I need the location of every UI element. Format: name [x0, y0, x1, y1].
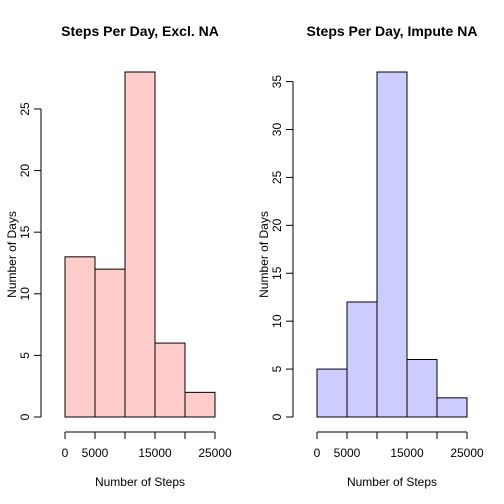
histogram-bar [436, 397, 468, 418]
y-tick-label: 30 [270, 123, 284, 137]
x-tick-label: 25000 [450, 446, 484, 460]
y-tick-label: 5 [270, 365, 284, 372]
histogram-bar [406, 359, 438, 418]
x-tick-label: 5000 [82, 446, 109, 460]
y-axis: 0 5 10 15 20 25 30 35 [270, 75, 294, 420]
histogram-bar [346, 301, 378, 418]
bars [64, 71, 216, 418]
x-tick-label: 0 [314, 446, 321, 460]
histogram-excl-na-panel: Steps Per Day, Excl. NA Number of Steps … [5, 23, 232, 489]
chart-title: Steps Per Day, Impute NA [307, 23, 478, 39]
x-tick-label: 0 [62, 446, 69, 460]
bars [316, 71, 468, 418]
y-tick-label: 20 [270, 218, 284, 232]
y-tick-label: 20 [18, 164, 32, 178]
histogram-impute-na-panel: Steps Per Day, Impute NA Number of Steps… [257, 23, 484, 489]
y-tick-label: 10 [270, 314, 284, 328]
histogram-bar [154, 342, 186, 418]
x-axis-label: Number of Steps [347, 475, 437, 489]
y-axis: 0 5 10 15 20 25 [18, 102, 42, 420]
y-axis-label: Number of Days [257, 211, 271, 298]
histogram-bar [94, 268, 126, 418]
y-tick-label: 35 [270, 75, 284, 89]
chart-title: Steps Per Day, Excl. NA [61, 23, 219, 39]
x-tick-label: 25000 [198, 446, 232, 460]
histogram-bar [316, 368, 348, 418]
y-tick-label: 25 [18, 102, 32, 116]
y-tick-label: 5 [18, 352, 32, 359]
histogram-bar [64, 256, 96, 418]
histogram-bar [184, 391, 216, 418]
x-axis: 0 5000 15000 25000 [62, 431, 232, 460]
histogram-bar [376, 71, 408, 418]
y-tick-label: 15 [18, 225, 32, 239]
y-tick-label: 0 [18, 413, 32, 420]
x-tick-label: 15000 [390, 446, 424, 460]
y-tick-label: 25 [270, 170, 284, 184]
x-axis-label: Number of Steps [95, 475, 185, 489]
x-tick-label: 15000 [138, 446, 172, 460]
x-tick-label: 5000 [334, 446, 361, 460]
y-tick-label: 15 [270, 266, 284, 280]
y-tick-label: 0 [270, 413, 284, 420]
histogram-bar [124, 71, 156, 418]
y-axis-label: Number of Days [5, 211, 19, 298]
x-axis: 0 5000 15000 25000 [314, 431, 484, 460]
y-tick-label: 10 [18, 287, 32, 301]
